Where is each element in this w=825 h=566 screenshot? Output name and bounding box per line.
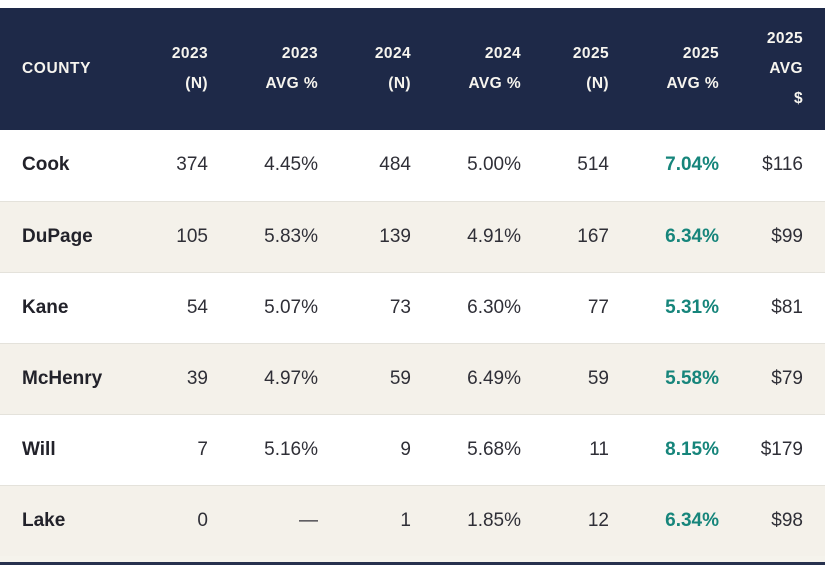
cell-2023-avg: 4.97% — [228, 342, 338, 414]
cell-2025-n: 167 — [541, 200, 629, 272]
cell-2025-avg: 7.04% — [629, 130, 739, 201]
cell-2023-avg: — — [228, 484, 338, 556]
cell-2025-dollar: $79 — [739, 342, 825, 414]
cell-2024-n: 9 — [338, 413, 431, 485]
cell-2025-n: 77 — [541, 271, 629, 343]
county-stats-table: COUNTY 2023 (N) 2023 AVG % 2024 (N) 2024… — [0, 8, 825, 556]
county-name: Lake — [0, 484, 145, 556]
cell-2023-n: 39 — [145, 342, 228, 414]
cell-2025-dollar: $81 — [739, 271, 825, 343]
table-row-lake: Lake 0 — 1 1.85% 12 6.34% $98 — [0, 484, 825, 556]
column-header-2025-n: 2025 (N) — [541, 8, 629, 130]
cell-2024-avg: 5.00% — [431, 130, 541, 201]
cell-2024-avg: 1.85% — [431, 484, 541, 556]
cell-2023-n: 0 — [145, 484, 228, 556]
cell-2024-n: 139 — [338, 200, 431, 272]
column-header-2024-n: 2024 (N) — [338, 8, 431, 130]
column-header-2023-avg: 2023 AVG % — [228, 8, 338, 130]
cell-2024-n: 484 — [338, 130, 431, 201]
cell-2024-n: 73 — [338, 271, 431, 343]
cell-2023-n: 7 — [145, 413, 228, 485]
cell-2025-dollar: $98 — [739, 484, 825, 556]
county-name: Will — [0, 413, 145, 485]
cell-2024-avg: 6.49% — [431, 342, 541, 414]
cell-2023-avg: 4.45% — [228, 130, 338, 201]
column-header-2025-dollar: 2025 AVG $ — [739, 8, 825, 130]
cell-2023-n: 54 — [145, 271, 228, 343]
table-row-cook: Cook 374 4.45% 484 5.00% 514 7.04% $116 — [0, 130, 825, 201]
cell-2025-dollar: $99 — [739, 200, 825, 272]
cell-2023-n: 105 — [145, 200, 228, 272]
cell-2023-avg: 5.83% — [228, 200, 338, 272]
cell-2025-avg: 6.34% — [629, 200, 739, 272]
table-body: Cook 374 4.45% 484 5.00% 514 7.04% $116 … — [0, 130, 825, 556]
cell-2025-n: 11 — [541, 413, 629, 485]
table-row-mchenry: McHenry 39 4.97% 59 6.49% 59 5.58% $79 — [0, 342, 825, 414]
cell-2023-avg: 5.07% — [228, 271, 338, 343]
cell-2024-avg: 5.68% — [431, 413, 541, 485]
cell-2024-n: 59 — [338, 342, 431, 414]
county-name: Kane — [0, 271, 145, 343]
cell-2025-dollar: $116 — [739, 130, 825, 201]
cell-2023-n: 374 — [145, 130, 228, 201]
cell-2025-avg: 5.58% — [629, 342, 739, 414]
county-name: McHenry — [0, 342, 145, 414]
column-header-2025-avg: 2025 AVG % — [629, 8, 739, 130]
cell-2025-avg: 6.34% — [629, 484, 739, 556]
cell-2025-n: 12 — [541, 484, 629, 556]
county-name: DuPage — [0, 200, 145, 272]
cell-2025-dollar: $179 — [739, 413, 825, 485]
cell-2025-n: 59 — [541, 342, 629, 414]
header-row: COUNTY 2023 (N) 2023 AVG % 2024 (N) 2024… — [0, 8, 825, 130]
cell-2024-avg: 6.30% — [431, 271, 541, 343]
cell-2024-avg: 4.91% — [431, 200, 541, 272]
cell-2024-n: 1 — [338, 484, 431, 556]
column-header-2024-avg: 2024 AVG % — [431, 8, 541, 130]
column-header-2023-n: 2023 (N) — [145, 8, 228, 130]
table-row-kane: Kane 54 5.07% 73 6.30% 77 5.31% $81 — [0, 271, 825, 343]
column-header-county: COUNTY — [0, 8, 145, 130]
table-row-will: Will 7 5.16% 9 5.68% 11 8.15% $179 — [0, 413, 825, 485]
county-name: Cook — [0, 130, 145, 201]
cell-2025-n: 514 — [541, 130, 629, 201]
cell-2025-avg: 8.15% — [629, 413, 739, 485]
table-row-dupage: DuPage 105 5.83% 139 4.91% 167 6.34% $99 — [0, 200, 825, 272]
table-header: COUNTY 2023 (N) 2023 AVG % 2024 (N) 2024… — [0, 8, 825, 130]
table-bottom-rule — [0, 562, 825, 565]
bottom-strip — [0, 556, 825, 562]
cell-2025-avg: 5.31% — [629, 271, 739, 343]
cell-2023-avg: 5.16% — [228, 413, 338, 485]
